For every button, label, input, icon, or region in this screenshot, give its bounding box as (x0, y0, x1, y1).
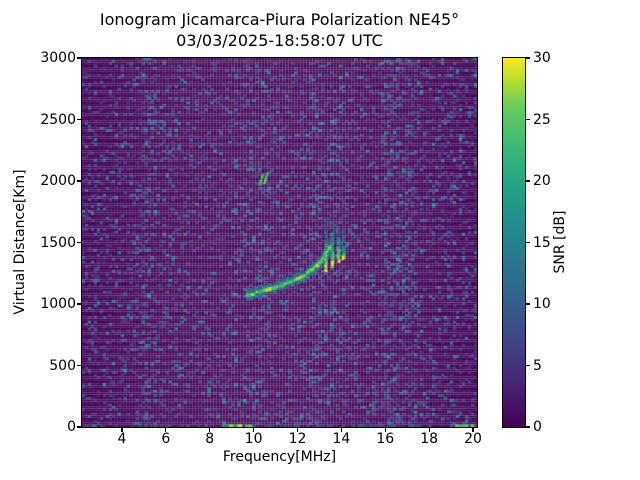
colorbar-tick-mark (526, 426, 530, 428)
chart-title-line2: 03/03/2025-18:58:07 UTC (176, 31, 383, 50)
x-tick-mark (384, 428, 386, 432)
y-tick-mark (77, 118, 81, 121)
colorbar-tick-mark (526, 241, 530, 244)
x-tick-label: 6 (161, 431, 171, 447)
colorbar-tick-mark (526, 57, 530, 59)
x-tick-label: 8 (205, 431, 215, 447)
x-tick-mark (121, 428, 123, 432)
colorbar-tick-mark (526, 364, 530, 367)
chart-title: Ionogram Jicamarca-Piura Polarization NE… (81, 9, 478, 51)
x-tick-mark (428, 428, 430, 432)
colorbar-tick-label: 20 (533, 173, 551, 189)
x-tick-label: 4 (117, 431, 127, 447)
colorbar-tick-label: 0 (533, 419, 542, 435)
y-tick-label: 0 (67, 419, 76, 435)
colorbar-gradient (502, 57, 526, 428)
ionogram-heatmap (81, 57, 478, 428)
y-axis-label: Virtual Distance[Km] (12, 169, 28, 315)
colorbar-tick-label: 30 (533, 50, 551, 66)
x-tick-label: 14 (332, 431, 351, 447)
y-tick-label: 2500 (40, 111, 76, 128)
y-tick-label: 1500 (40, 234, 76, 251)
y-tick-label: 3000 (40, 50, 76, 66)
colorbar-tick-label: 5 (533, 357, 542, 374)
y-tick-mark (77, 364, 81, 367)
x-tick-label: 16 (376, 431, 395, 447)
x-axis-label: Frequency[MHz] (222, 449, 337, 465)
x-tick-mark (253, 428, 255, 432)
x-tick-mark (209, 428, 211, 432)
chart-title-line1: Ionogram Jicamarca-Piura Polarization NE… (99, 10, 460, 29)
colorbar-tick-label: 10 (533, 296, 551, 312)
y-tick-label: 2000 (40, 173, 76, 189)
colorbar-tick-mark (526, 118, 530, 121)
x-tick-label: 18 (420, 431, 439, 447)
y-tick-label: 1000 (40, 296, 76, 312)
x-tick-mark (472, 428, 474, 432)
x-tick-label: 20 (464, 431, 482, 447)
colorbar-tick-mark (526, 303, 530, 305)
x-tick-mark (296, 428, 299, 432)
x-tick-label: 10 (244, 431, 263, 447)
y-tick-mark (77, 241, 81, 244)
y-tick-mark (77, 180, 81, 182)
y-tick-mark (77, 303, 81, 305)
x-tick-mark (165, 428, 167, 432)
colorbar-tick-label: 25 (533, 111, 551, 128)
y-tick-label: 500 (49, 357, 76, 374)
x-tick-label: 12 (288, 431, 307, 447)
x-tick-mark (340, 428, 342, 432)
y-tick-mark (77, 57, 81, 59)
colorbar-tick-mark (526, 180, 530, 182)
y-tick-mark (77, 426, 81, 428)
colorbar-label: SNR [dB] (552, 210, 568, 274)
colorbar-tick-label: 15 (533, 234, 551, 251)
